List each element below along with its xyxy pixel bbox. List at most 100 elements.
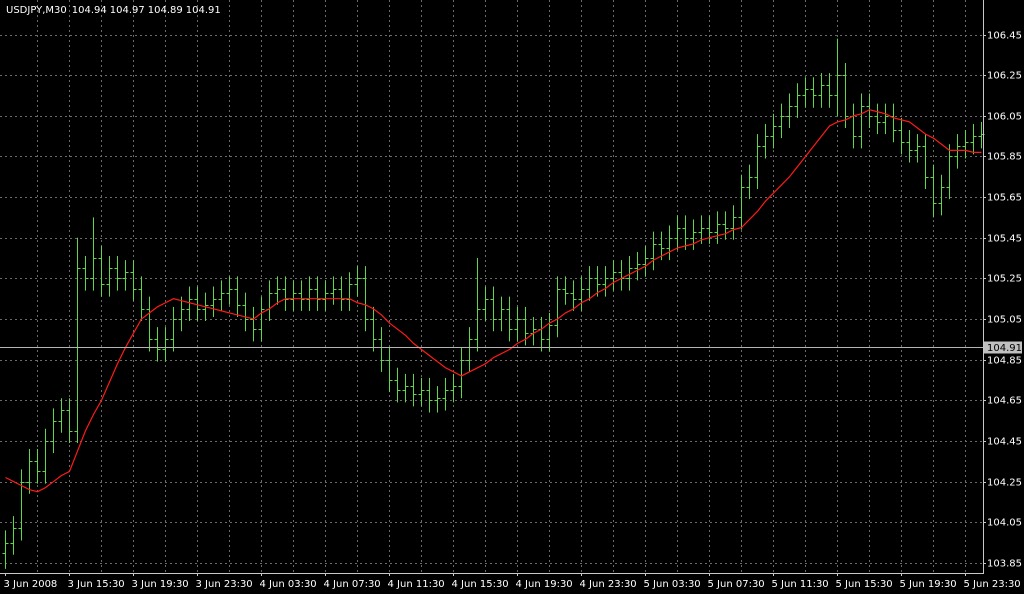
ohlc-bar <box>930 164 937 218</box>
x-tick-label: 3 Jun 15:30 <box>68 579 125 590</box>
ohlc-bar <box>42 428 49 484</box>
x-tick-label: 3 Jun 19:30 <box>132 579 189 590</box>
ohlc-bar <box>178 296 185 332</box>
ohlc-bar <box>90 217 97 291</box>
ohlc-bar <box>914 134 921 163</box>
ohlc-bar <box>554 276 561 338</box>
ohlc-bar <box>346 272 353 311</box>
ohlc-bar <box>258 296 265 342</box>
ohlc-bar <box>146 296 153 352</box>
symbol: USDJPY,M30 <box>6 5 67 16</box>
ohlc-bar <box>450 373 457 403</box>
ohlc-bar <box>778 103 785 139</box>
ohlc-bar <box>938 174 945 216</box>
ohlc-bar <box>962 130 969 159</box>
ohlc-bar <box>906 130 913 163</box>
ohlc-bar <box>474 258 481 352</box>
ohlc-bar <box>874 103 881 135</box>
y-tick-label: 104.85 <box>987 356 1022 367</box>
y-tick-label: 103.85 <box>987 559 1022 570</box>
ohlc-bar <box>130 260 137 301</box>
ohlc-bar <box>98 245 105 297</box>
ohlc-bar <box>106 256 113 297</box>
ohlc-bar <box>970 123 977 155</box>
ohlc-bar <box>674 215 681 250</box>
y-tick-label: 104.05 <box>987 518 1022 529</box>
ohlc-bar <box>498 296 505 332</box>
ohlc-bar <box>138 276 145 322</box>
ohlc-bar <box>194 286 201 322</box>
ohlc-bar <box>650 231 657 271</box>
ohlc-bar <box>58 398 65 433</box>
ohlc-bar <box>226 276 233 305</box>
chart-header: USDJPY,M30 104.94 104.97 104.89 104.91 <box>6 5 221 16</box>
ohlc-bar <box>74 237 81 443</box>
x-tick-label: 4 Jun 03:30 <box>260 579 317 590</box>
header-high: 104.97 <box>110 5 145 16</box>
y-tick-label: 106.25 <box>987 71 1022 82</box>
ohlc-bar <box>738 174 745 230</box>
ohlc-bar <box>434 386 441 413</box>
ohlc-bar <box>762 123 769 159</box>
marks <box>2 38 985 569</box>
header-close: 104.91 <box>186 5 221 16</box>
x-tick-label: 5 Jun 15:30 <box>836 579 893 590</box>
x-tick-label: 4 Jun 07:30 <box>324 579 381 590</box>
ohlc-bar <box>10 516 17 555</box>
ohlc-bar <box>546 312 553 352</box>
ohlc-bar <box>322 280 329 311</box>
ohlc-bar <box>922 134 929 189</box>
ohlc-bar <box>26 449 33 494</box>
ohlc-bar <box>866 93 873 129</box>
y-tick-label: 105.65 <box>987 193 1022 204</box>
ohlc-bar <box>466 327 473 372</box>
ohlc-bar <box>370 306 377 352</box>
x-tick-label: 4 Jun 19:30 <box>516 579 573 590</box>
ohlc-bar <box>490 286 497 332</box>
x-tick-label: 5 Jun 11:30 <box>772 579 829 590</box>
ohlc-bar <box>594 266 601 297</box>
ohlc-bar <box>338 276 345 311</box>
x-tick-label: 5 Jun 03:30 <box>644 579 701 590</box>
ohlc-bar <box>658 231 665 261</box>
ohlc-bar <box>714 211 721 244</box>
ohlc-bar <box>122 260 129 291</box>
ohlc-bar <box>330 276 337 305</box>
ohlc-bar <box>810 77 817 108</box>
ohlc-bar <box>826 73 833 108</box>
x-tick-label: 3 Jun 2008 <box>4 579 58 590</box>
ohlc-bar <box>378 327 385 372</box>
ohlc-bar <box>842 62 849 129</box>
y-tick-label: 105.05 <box>987 315 1022 326</box>
ohlc-bar <box>18 469 25 541</box>
ohlc-bar <box>50 408 57 454</box>
ohlc-bar <box>306 276 313 311</box>
price-label-box <box>984 341 1022 354</box>
ohlc-bar <box>946 144 953 200</box>
ohlc-bar <box>514 306 521 342</box>
ohlc-bar <box>882 103 889 135</box>
ohlc-bar <box>834 38 841 116</box>
ohlc-bar <box>362 266 369 332</box>
ohlc-bar <box>426 377 433 413</box>
ohlc-bar <box>418 377 425 407</box>
x-tick-label: 4 Jun 11:30 <box>388 579 445 590</box>
ohlc-bar <box>642 245 649 277</box>
ohlc-bar <box>482 286 489 322</box>
y-tick-label: 105.45 <box>987 234 1022 245</box>
ohlc-bar <box>602 266 609 297</box>
ohlc-bar <box>786 93 793 129</box>
ohlc-bar <box>442 377 449 411</box>
ohlc-bar <box>186 286 193 322</box>
ohlc-bar <box>770 113 777 149</box>
ohlc-bar <box>754 134 761 189</box>
ohlc-bar <box>154 327 161 362</box>
ohlc-bar <box>858 93 865 149</box>
ohlc-bar <box>242 292 249 332</box>
ohlc-bar <box>290 280 297 311</box>
y-tick-label: 104.45 <box>987 437 1022 448</box>
ohlc-bar <box>626 256 633 291</box>
